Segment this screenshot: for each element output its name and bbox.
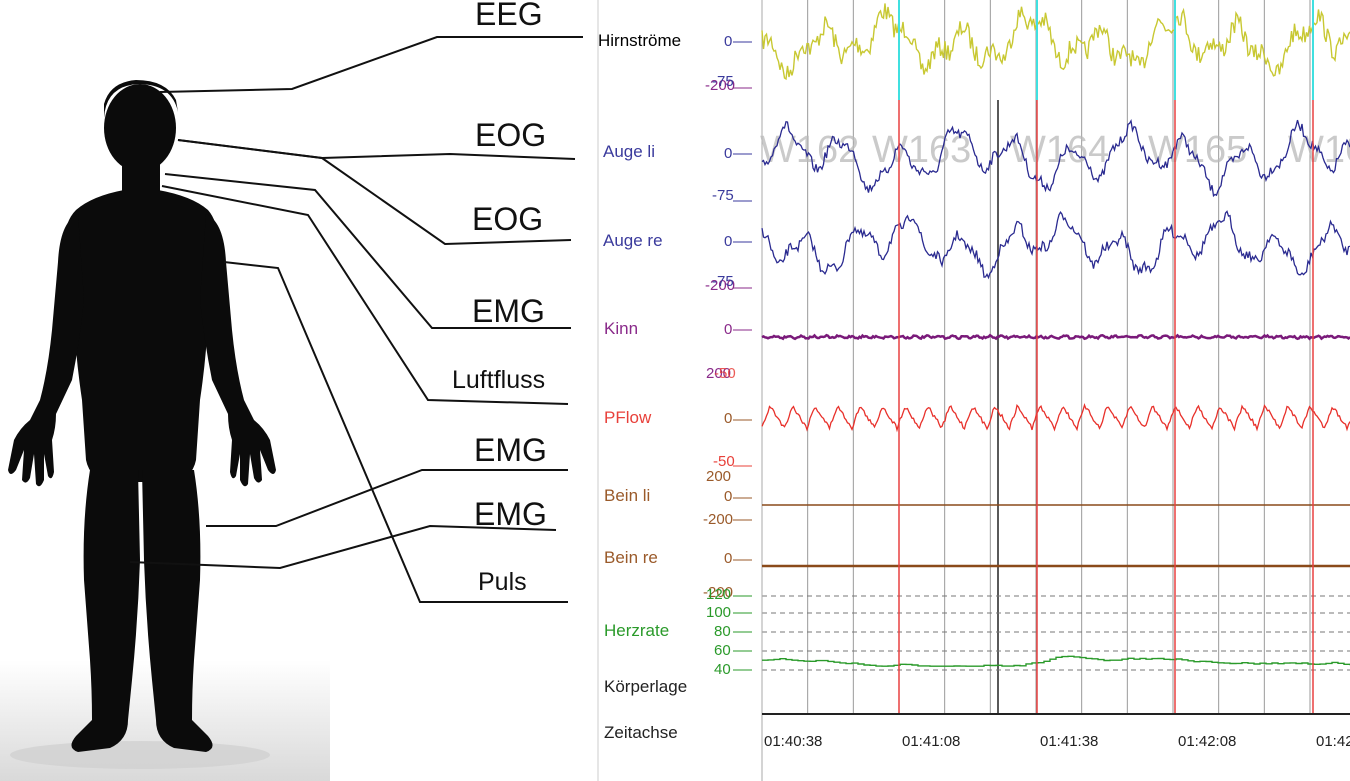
time-label-5: 01:42 <box>1316 733 1350 750</box>
time-label-4: 01:42:08 <box>1178 733 1236 750</box>
connector-emg-2 <box>206 469 568 527</box>
scale-labels: 0 -200 -75 0 -75 0 -200 -75 0 200 -50 0 … <box>703 33 752 678</box>
bein-re-low-tick: -200 <box>703 584 733 601</box>
label-emg-1: EMG <box>472 293 545 329</box>
label-puls: Puls <box>478 568 527 596</box>
label-eog-2: EOG <box>472 201 543 237</box>
eeg-low-tick: -200 <box>705 77 735 94</box>
channel-bein-li-label: Bein li <box>604 486 650 505</box>
auge-re-low-tick: -200 <box>705 277 735 294</box>
connector-emg-3 <box>129 524 557 570</box>
hr-40-tick: 40 <box>714 661 731 678</box>
bein-li-zero-tick: 0 <box>724 488 732 505</box>
airflow-trace <box>761 403 1350 433</box>
epoch-number: W165 <box>1148 129 1247 171</box>
kinn-low-overlap-tick: -50 <box>714 365 736 382</box>
pflow-zero-tick: 0 <box>724 410 732 427</box>
channel-herzrate-label: Herzrate <box>604 621 669 640</box>
label-emg-3: EMG <box>474 496 547 532</box>
channel-hirnstroeme-label: Hirnströme <box>598 31 681 50</box>
kinn-zero-tick: 0 <box>724 321 732 338</box>
auge-li-low-tick: -75 <box>712 187 734 204</box>
pflow-low-tick: -50 <box>713 453 735 470</box>
connector-puls <box>223 261 568 603</box>
heart-rate-trace <box>762 655 1350 667</box>
hr-80-tick: 80 <box>714 623 731 640</box>
recording-panel: Hirnströme Auge li Auge re Kinn PFlow Be… <box>597 0 1350 781</box>
channel-pflow-label: PFlow <box>604 408 652 427</box>
hr-120-tick: 120 <box>706 586 731 603</box>
epoch-boundaries <box>898 0 1314 714</box>
kinn-low-tick: 200 <box>706 365 731 382</box>
connector-emg-1 <box>164 173 571 329</box>
channel-bein-re-label: Bein re <box>604 548 658 567</box>
hr-100-tick: 100 <box>706 604 731 621</box>
chin-emg-trace <box>761 333 1350 341</box>
human-silhouette <box>8 80 276 752</box>
epoch-number: W164 <box>1010 129 1109 171</box>
eeg-zero-tick: 0 <box>724 33 732 50</box>
auge-re-zero-tick: 0 <box>724 233 732 250</box>
epoch-number: W163 <box>872 129 971 171</box>
time-label-2: 01:41:08 <box>902 733 960 750</box>
connector-luftfluss <box>161 185 569 405</box>
channel-zeitachse-label: Zeitachse <box>604 723 678 742</box>
eog-right-trace <box>761 210 1350 280</box>
bein-li-low-tick: -200 <box>703 511 733 528</box>
signal-traces <box>761 3 1350 667</box>
auge-re-low-overlap-tick: -75 <box>712 273 734 290</box>
time-label-3: 01:41:38 <box>1040 733 1098 750</box>
eeg-trace <box>761 3 1350 81</box>
label-emg-2: EMG <box>474 432 547 468</box>
feet-shadow <box>10 741 270 769</box>
label-luftfluss: Luftfluss <box>452 366 545 394</box>
channel-auge-li-label: Auge li <box>603 142 655 161</box>
channel-koerperlage-label: Körperlage <box>604 677 687 696</box>
bein-li-top-tick: 200 <box>706 468 731 485</box>
connector-eeg <box>159 36 583 93</box>
epoch-number: W162 <box>760 129 859 171</box>
eog-left-trace <box>761 119 1350 198</box>
auge-li-zero-tick: 0 <box>724 145 732 162</box>
label-eog-1: EOG <box>475 117 546 153</box>
channel-auge-re-label: Auge re <box>603 231 663 250</box>
channel-kinn-label: Kinn <box>604 319 638 338</box>
bein-re-zero-tick: 0 <box>724 550 732 567</box>
eeg-low-overlap-tick: -75 <box>712 73 734 90</box>
label-eeg: EEG <box>475 0 543 32</box>
time-label-1: 01:40:38 <box>764 733 822 750</box>
connector-lines <box>129 36 583 603</box>
connector-eog-2 <box>177 139 572 246</box>
hr-60-tick: 60 <box>714 642 731 659</box>
